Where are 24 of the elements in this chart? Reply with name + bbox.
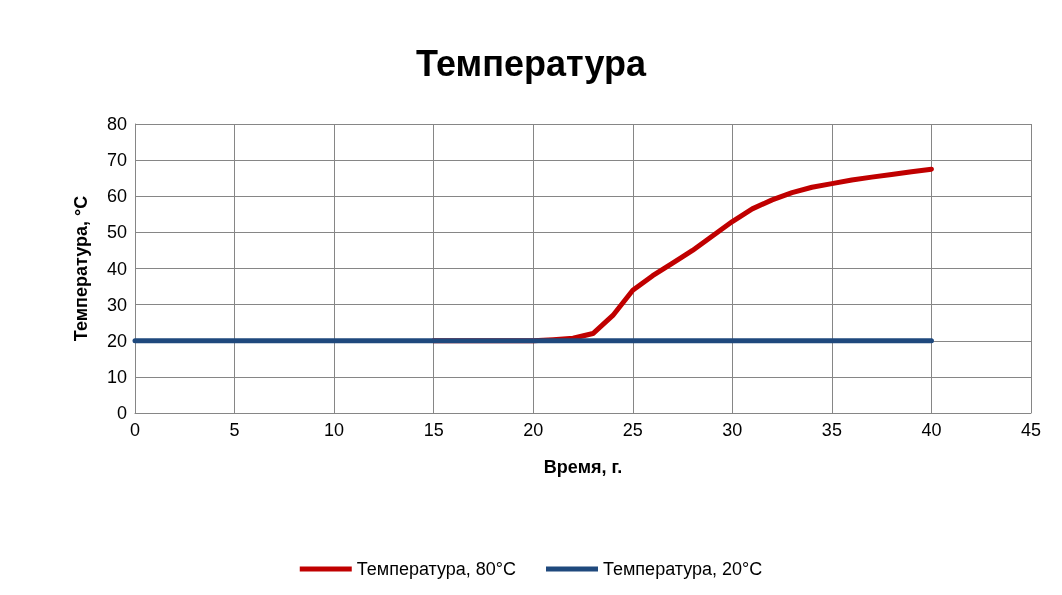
y-tick-label: 30 — [106, 294, 127, 315]
x-tick-label: 15 — [423, 420, 444, 440]
x-tick-label: 25 — [622, 420, 643, 440]
y-tick-label: 80 — [106, 114, 127, 134]
x-tick-label: 0 — [129, 420, 141, 440]
x-tick-label: 10 — [324, 420, 345, 440]
y-tick-label: 50 — [106, 222, 127, 243]
y-tick-label: 70 — [106, 150, 127, 171]
y-tick-label: 0 — [116, 403, 127, 423]
y-tick-label: 40 — [106, 258, 127, 279]
x-tick-label: 30 — [722, 420, 743, 440]
y-axis-title: Температура, °C — [71, 195, 91, 342]
x-tick-label: 20 — [523, 420, 544, 440]
legend-label: Температура, 20°C — [603, 559, 763, 579]
legend-label: Температура, 80°C — [356, 559, 517, 579]
y-tick-label: 20 — [106, 330, 127, 351]
x-tick-label: 35 — [821, 420, 842, 440]
y-tick-label: 60 — [106, 186, 127, 207]
x-tick-label: 40 — [921, 420, 942, 440]
y-tick-label: 10 — [106, 366, 127, 387]
chart-title: Температура — [415, 42, 648, 84]
x-tick-label: 45 — [1020, 420, 1042, 440]
x-axis-title: Время, г. — [543, 457, 623, 477]
x-tick-label: 5 — [229, 420, 240, 440]
